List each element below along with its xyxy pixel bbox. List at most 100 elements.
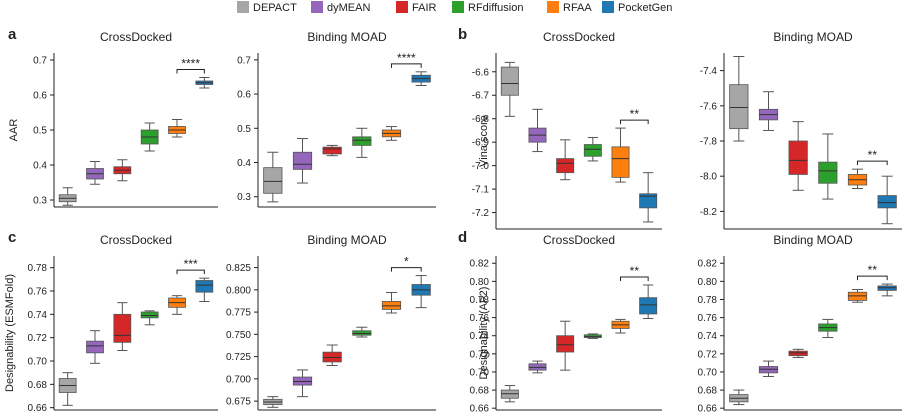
box-depact xyxy=(58,187,77,206)
box-fair xyxy=(556,320,575,371)
significance-bracket: ** xyxy=(620,107,649,125)
box-iqr xyxy=(788,140,808,175)
box-iqr xyxy=(86,340,104,354)
bracket-line xyxy=(391,267,422,272)
y-axis-label: Designability (AF2) xyxy=(478,287,490,380)
y-tick-label: 0.825 xyxy=(226,263,251,274)
y-tick-label: -6.9 xyxy=(472,138,490,149)
box-rfaa xyxy=(168,295,186,315)
box-rfdiffusion xyxy=(352,127,372,158)
significance-bracket: ** xyxy=(620,264,649,281)
y-tick-label: 0.80 xyxy=(698,277,718,288)
legend-swatch xyxy=(452,1,464,13)
chart-title: CrossDocked xyxy=(100,233,172,247)
legend-label: dyMEAN xyxy=(327,2,370,14)
box-depact xyxy=(729,56,749,142)
box-iqr xyxy=(195,280,214,293)
y-tick-label: 0.66 xyxy=(28,403,48,414)
box-iqr xyxy=(583,144,602,157)
box-pocketgen xyxy=(639,284,658,320)
y-tick-label: 0.80 xyxy=(470,277,490,288)
y-tick-label: 0.76 xyxy=(470,313,490,324)
legend-label: DEPACT xyxy=(253,2,297,14)
chart-title: CrossDocked xyxy=(543,233,615,247)
y-tick-label: 0.3 xyxy=(237,192,251,203)
legend-swatch xyxy=(602,1,614,13)
y-tick-label: -7.1 xyxy=(472,185,490,196)
y-tick-label: -6.6 xyxy=(472,67,490,78)
box-pocketgen xyxy=(877,175,897,225)
box-depact xyxy=(729,389,749,406)
box-dymean xyxy=(86,330,104,364)
significance-label: **** xyxy=(397,51,416,65)
box-fair xyxy=(788,348,808,358)
y-tick-label: -8.0 xyxy=(700,172,718,183)
legend-item-depact: DEPACT xyxy=(237,1,297,14)
box-iqr xyxy=(877,195,897,209)
y-tick-label: 0.74 xyxy=(28,310,48,321)
significance-label: ** xyxy=(630,107,640,121)
y-tick-label: 0.66 xyxy=(698,404,718,415)
box-rfdiffusion xyxy=(140,122,159,152)
legend-swatch xyxy=(547,1,559,13)
box-depact xyxy=(500,61,519,117)
y-tick-label: 0.675 xyxy=(226,397,251,408)
y-axis-label: Designability (ESMFold) xyxy=(4,274,16,392)
box-dymean xyxy=(758,360,779,377)
y-tick-label: 0.70 xyxy=(28,357,48,368)
significance-label: ** xyxy=(630,264,640,278)
bracket-line xyxy=(176,269,205,275)
panel-letter: d xyxy=(458,229,467,246)
box-fair xyxy=(113,302,132,351)
y-tick-label: 0.76 xyxy=(28,287,48,298)
y-tick-label: -7.6 xyxy=(700,101,718,112)
box-depact xyxy=(58,372,77,406)
y-tick-label: 0.72 xyxy=(698,349,718,360)
chart-panel-8: Binding MOAD 0.66 0.68 0.70 0.72 0.74 0.76 0.78… xyxy=(698,233,902,415)
box-rfaa xyxy=(168,119,186,138)
y-tick-label: 0.800 xyxy=(226,285,251,296)
box-iqr xyxy=(500,66,519,96)
box-pocketgen xyxy=(639,172,658,223)
box-rfaa xyxy=(381,291,402,314)
y-tick-label: 0.78 xyxy=(470,295,490,306)
bracket-line xyxy=(620,276,649,281)
y-tick-label: 0.70 xyxy=(698,367,718,378)
box-fair xyxy=(788,121,808,191)
y-tick-label: 0.78 xyxy=(28,263,48,274)
chart-panel-5: c CrossDocked Designability (ESMFold) 0.66 0… xyxy=(4,229,218,414)
box-pocketgen xyxy=(877,283,897,297)
panel-letter: a xyxy=(8,26,17,43)
box-rfaa xyxy=(381,126,402,141)
box-iqr xyxy=(556,158,575,174)
box-rfdiffusion xyxy=(818,318,838,339)
box-rfaa xyxy=(611,318,630,334)
y-tick-label: 0.78 xyxy=(698,295,718,306)
legend-label: RFAA xyxy=(563,2,592,14)
box-fair xyxy=(556,139,575,181)
box-iqr xyxy=(352,136,372,146)
box-rfaa xyxy=(847,289,868,303)
significance-label: **** xyxy=(181,57,200,71)
y-tick-label: 0.74 xyxy=(470,331,490,342)
significance-bracket: * xyxy=(391,255,422,272)
y-tick-label: 0.68 xyxy=(698,386,718,397)
box-pocketgen xyxy=(195,77,214,89)
legend: DEPACT dyMEAN FAIR RFdiffusion RFAA PocketGen xyxy=(237,1,672,14)
chart-panel-7: d CrossDocked Designability (AF2) 0.66 0.68 0… xyxy=(458,229,662,415)
y-tick-label: 0.725 xyxy=(226,352,251,363)
chart-title: Binding MOAD xyxy=(773,30,853,44)
significance-bracket: **** xyxy=(391,51,422,68)
chart-panel-3: b CrossDocked Vina score -6.6 -6.7 -6.8 -6.9 -7… xyxy=(458,26,662,230)
y-tick-label: -7.2 xyxy=(472,208,490,219)
box-iqr xyxy=(140,311,159,319)
chart-panel-2: Binding MOAD 0.3 0.4 0.5 0.6 0.7 **** xyxy=(237,30,436,208)
y-tick-label: 0.5 xyxy=(33,126,47,137)
legend-swatch xyxy=(311,1,323,13)
box-iqr xyxy=(113,313,132,343)
legend-swatch xyxy=(396,1,408,13)
box-depact xyxy=(500,385,519,403)
box-fair xyxy=(113,159,132,182)
bracket-line xyxy=(391,63,422,68)
